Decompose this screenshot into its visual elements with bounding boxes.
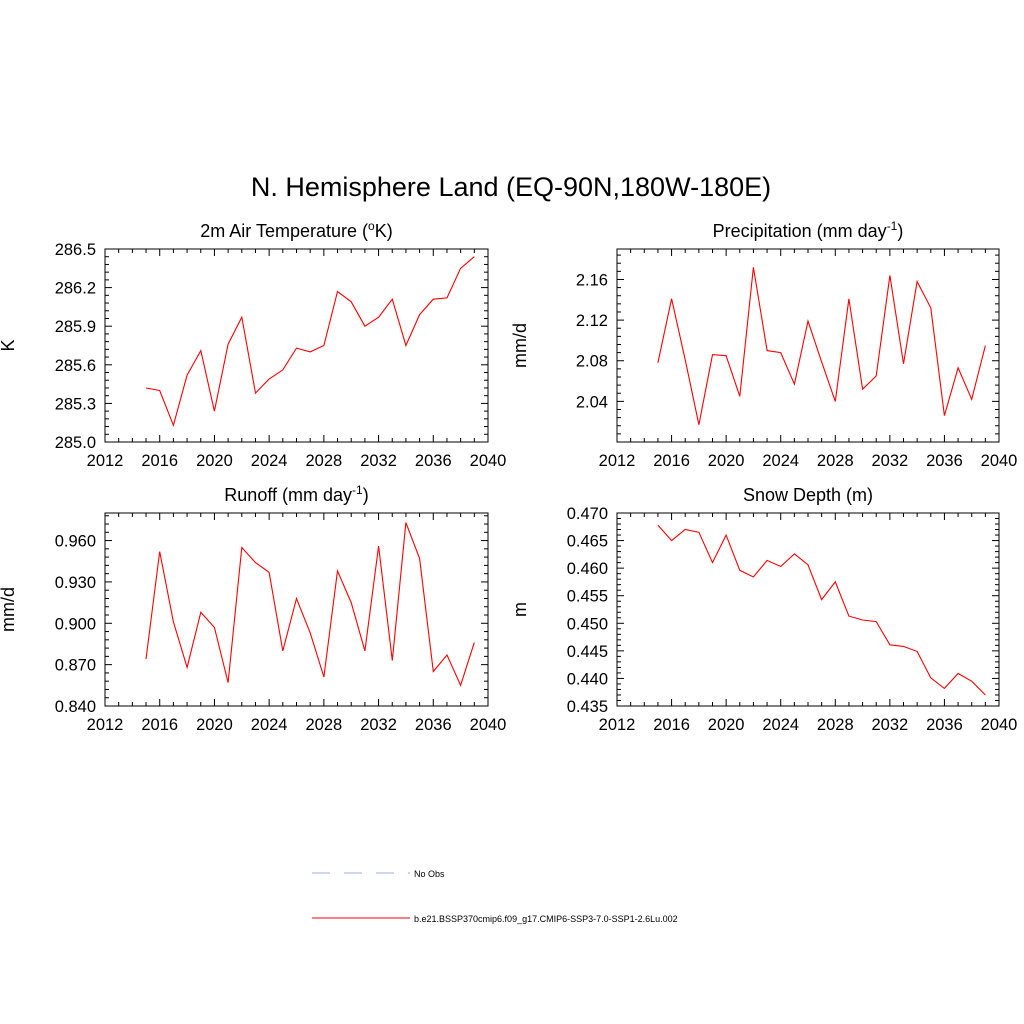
plot-frame bbox=[104, 512, 489, 707]
x-tick-label: 2012 bbox=[87, 452, 124, 470]
legend-label-model: b.e21.BSSP370cmip6.f09_g17.CMIP6-SSP3-7.… bbox=[414, 914, 678, 924]
x-tick-label: 2020 bbox=[196, 716, 233, 734]
panel-title: Snow Depth (m) bbox=[743, 485, 873, 505]
x-tick-label: 2012 bbox=[599, 452, 636, 470]
x-tick-label: 2016 bbox=[141, 452, 178, 470]
y-tick-label: 0.450 bbox=[567, 615, 608, 633]
y-tick-label: 0.445 bbox=[567, 643, 608, 661]
x-tick-label: 2012 bbox=[599, 716, 636, 734]
panel-snow-depth: 2012 2016 2020 2024 2028 2032 2036 2040 0.435 0.4… bbox=[510, 485, 1017, 734]
x-tick-label: 2012 bbox=[87, 716, 124, 734]
panel-title: 2m Air Temperature (oK) bbox=[200, 219, 392, 241]
plot-frame bbox=[104, 248, 489, 443]
x-tick-label: 2040 bbox=[470, 716, 507, 734]
plot-frame bbox=[616, 512, 1000, 707]
x-tick-label: 2036 bbox=[926, 716, 963, 734]
series-line bbox=[145, 522, 475, 687]
panel-title-superscript: -1 bbox=[887, 219, 898, 233]
y-tick-label: 286.5 bbox=[55, 241, 96, 259]
y-axis-label: K bbox=[0, 339, 18, 351]
x-tick-label: 2040 bbox=[470, 452, 507, 470]
x-tick-label: 2032 bbox=[360, 716, 397, 734]
x-tick-label: 2020 bbox=[708, 716, 745, 734]
x-tick-label: 2032 bbox=[360, 452, 397, 470]
x-tick-label: 2028 bbox=[817, 716, 854, 734]
y-axis-label: mm/d bbox=[510, 323, 530, 368]
x-tick-label: 2016 bbox=[653, 716, 690, 734]
x-tick-label: 2036 bbox=[926, 452, 963, 470]
x-tick-label: 2036 bbox=[415, 452, 452, 470]
y-tick-label: 0.930 bbox=[55, 574, 96, 592]
x-tick-label: 2040 bbox=[981, 716, 1018, 734]
y-tick-label: 0.840 bbox=[55, 698, 96, 716]
panel-title-text-end: ) bbox=[897, 221, 903, 241]
series-line bbox=[657, 524, 986, 696]
y-tick-label: 285.3 bbox=[55, 395, 96, 413]
y-tick-label: 2.16 bbox=[576, 271, 608, 289]
panel-title-text: Precipitation (mm day bbox=[713, 221, 887, 241]
panel-title: Runoff (mm day-1) bbox=[224, 483, 368, 505]
y-axis-label: mm/d bbox=[0, 587, 18, 632]
panel-title: Precipitation (mm day-1) bbox=[713, 219, 904, 241]
y-tick-label: 0.470 bbox=[567, 505, 608, 523]
panel-title-text-end: K) bbox=[375, 221, 393, 241]
x-tick-label: 2028 bbox=[817, 452, 854, 470]
x-tick-label: 2020 bbox=[708, 452, 745, 470]
y-tick-label: 285.9 bbox=[55, 318, 96, 336]
y-tick-label: 286.2 bbox=[55, 280, 96, 298]
panel-runoff: 2012 2016 2020 2024 2028 2032 2036 2040 0.840 0.8… bbox=[0, 483, 506, 734]
legend: No Obs b.e21.BSSP370cmip6.f09_g17.CMIP6-… bbox=[312, 869, 678, 924]
y-tick-label: 0.460 bbox=[567, 560, 608, 578]
y-tick-label: 285.6 bbox=[55, 357, 96, 375]
panel-title-text: Snow Depth (m) bbox=[743, 485, 873, 505]
x-tick-label: 2032 bbox=[871, 716, 908, 734]
x-tick-label: 2028 bbox=[305, 452, 342, 470]
panel-title-superscript: -1 bbox=[352, 483, 363, 497]
plot-frame bbox=[616, 248, 1000, 443]
panel-title-text: 2m Air Temperature ( bbox=[200, 221, 368, 241]
y-tick-label: 0.900 bbox=[55, 615, 96, 633]
y-tick-label: 2.08 bbox=[576, 353, 608, 371]
legend-label-no-obs: No Obs bbox=[414, 869, 445, 879]
y-tick-label: 2.12 bbox=[576, 312, 608, 330]
panel-temperature: 2012 2016 2020 2024 2028 2032 2036 2040 285.0 285… bbox=[0, 219, 506, 470]
y-tick-label: 0.455 bbox=[567, 588, 608, 606]
x-tick-label: 2020 bbox=[196, 452, 233, 470]
panel-title-text-end: ) bbox=[363, 485, 369, 505]
y-tick-label: 0.440 bbox=[567, 670, 608, 688]
x-tick-label: 2024 bbox=[251, 716, 288, 734]
y-tick-label: 0.465 bbox=[567, 533, 608, 551]
main-title: N. Hemisphere Land (EQ-90N,180W-180E) bbox=[251, 172, 771, 202]
y-tick-label: 285.0 bbox=[55, 434, 96, 452]
x-tick-label: 2028 bbox=[305, 716, 342, 734]
panels: 2012 2016 2020 2024 2028 2032 2036 2040 285.0 285… bbox=[0, 219, 1017, 734]
panel-title-text: Runoff (mm day bbox=[224, 485, 352, 505]
x-tick-label: 2024 bbox=[762, 452, 799, 470]
x-tick-label: 2036 bbox=[415, 716, 452, 734]
x-tick-label: 2032 bbox=[871, 452, 908, 470]
series-line bbox=[657, 267, 986, 425]
y-tick-label: 2.04 bbox=[576, 393, 608, 411]
series-line bbox=[145, 256, 475, 428]
x-tick-label: 2016 bbox=[653, 452, 690, 470]
x-tick-label: 2024 bbox=[762, 716, 799, 734]
y-tick-label: 0.435 bbox=[567, 698, 608, 716]
y-tick-label: 0.960 bbox=[55, 533, 96, 551]
x-tick-label: 2024 bbox=[251, 452, 288, 470]
y-axis-label: m bbox=[510, 602, 530, 617]
x-tick-label: 2016 bbox=[141, 716, 178, 734]
panel-precipitation: 2012 2016 2020 2024 2028 2032 2036 2040 2.04 2.08… bbox=[510, 219, 1017, 470]
panel-title-superscript: o bbox=[368, 219, 375, 233]
x-tick-label: 2040 bbox=[981, 452, 1018, 470]
y-tick-label: 0.870 bbox=[55, 657, 96, 675]
